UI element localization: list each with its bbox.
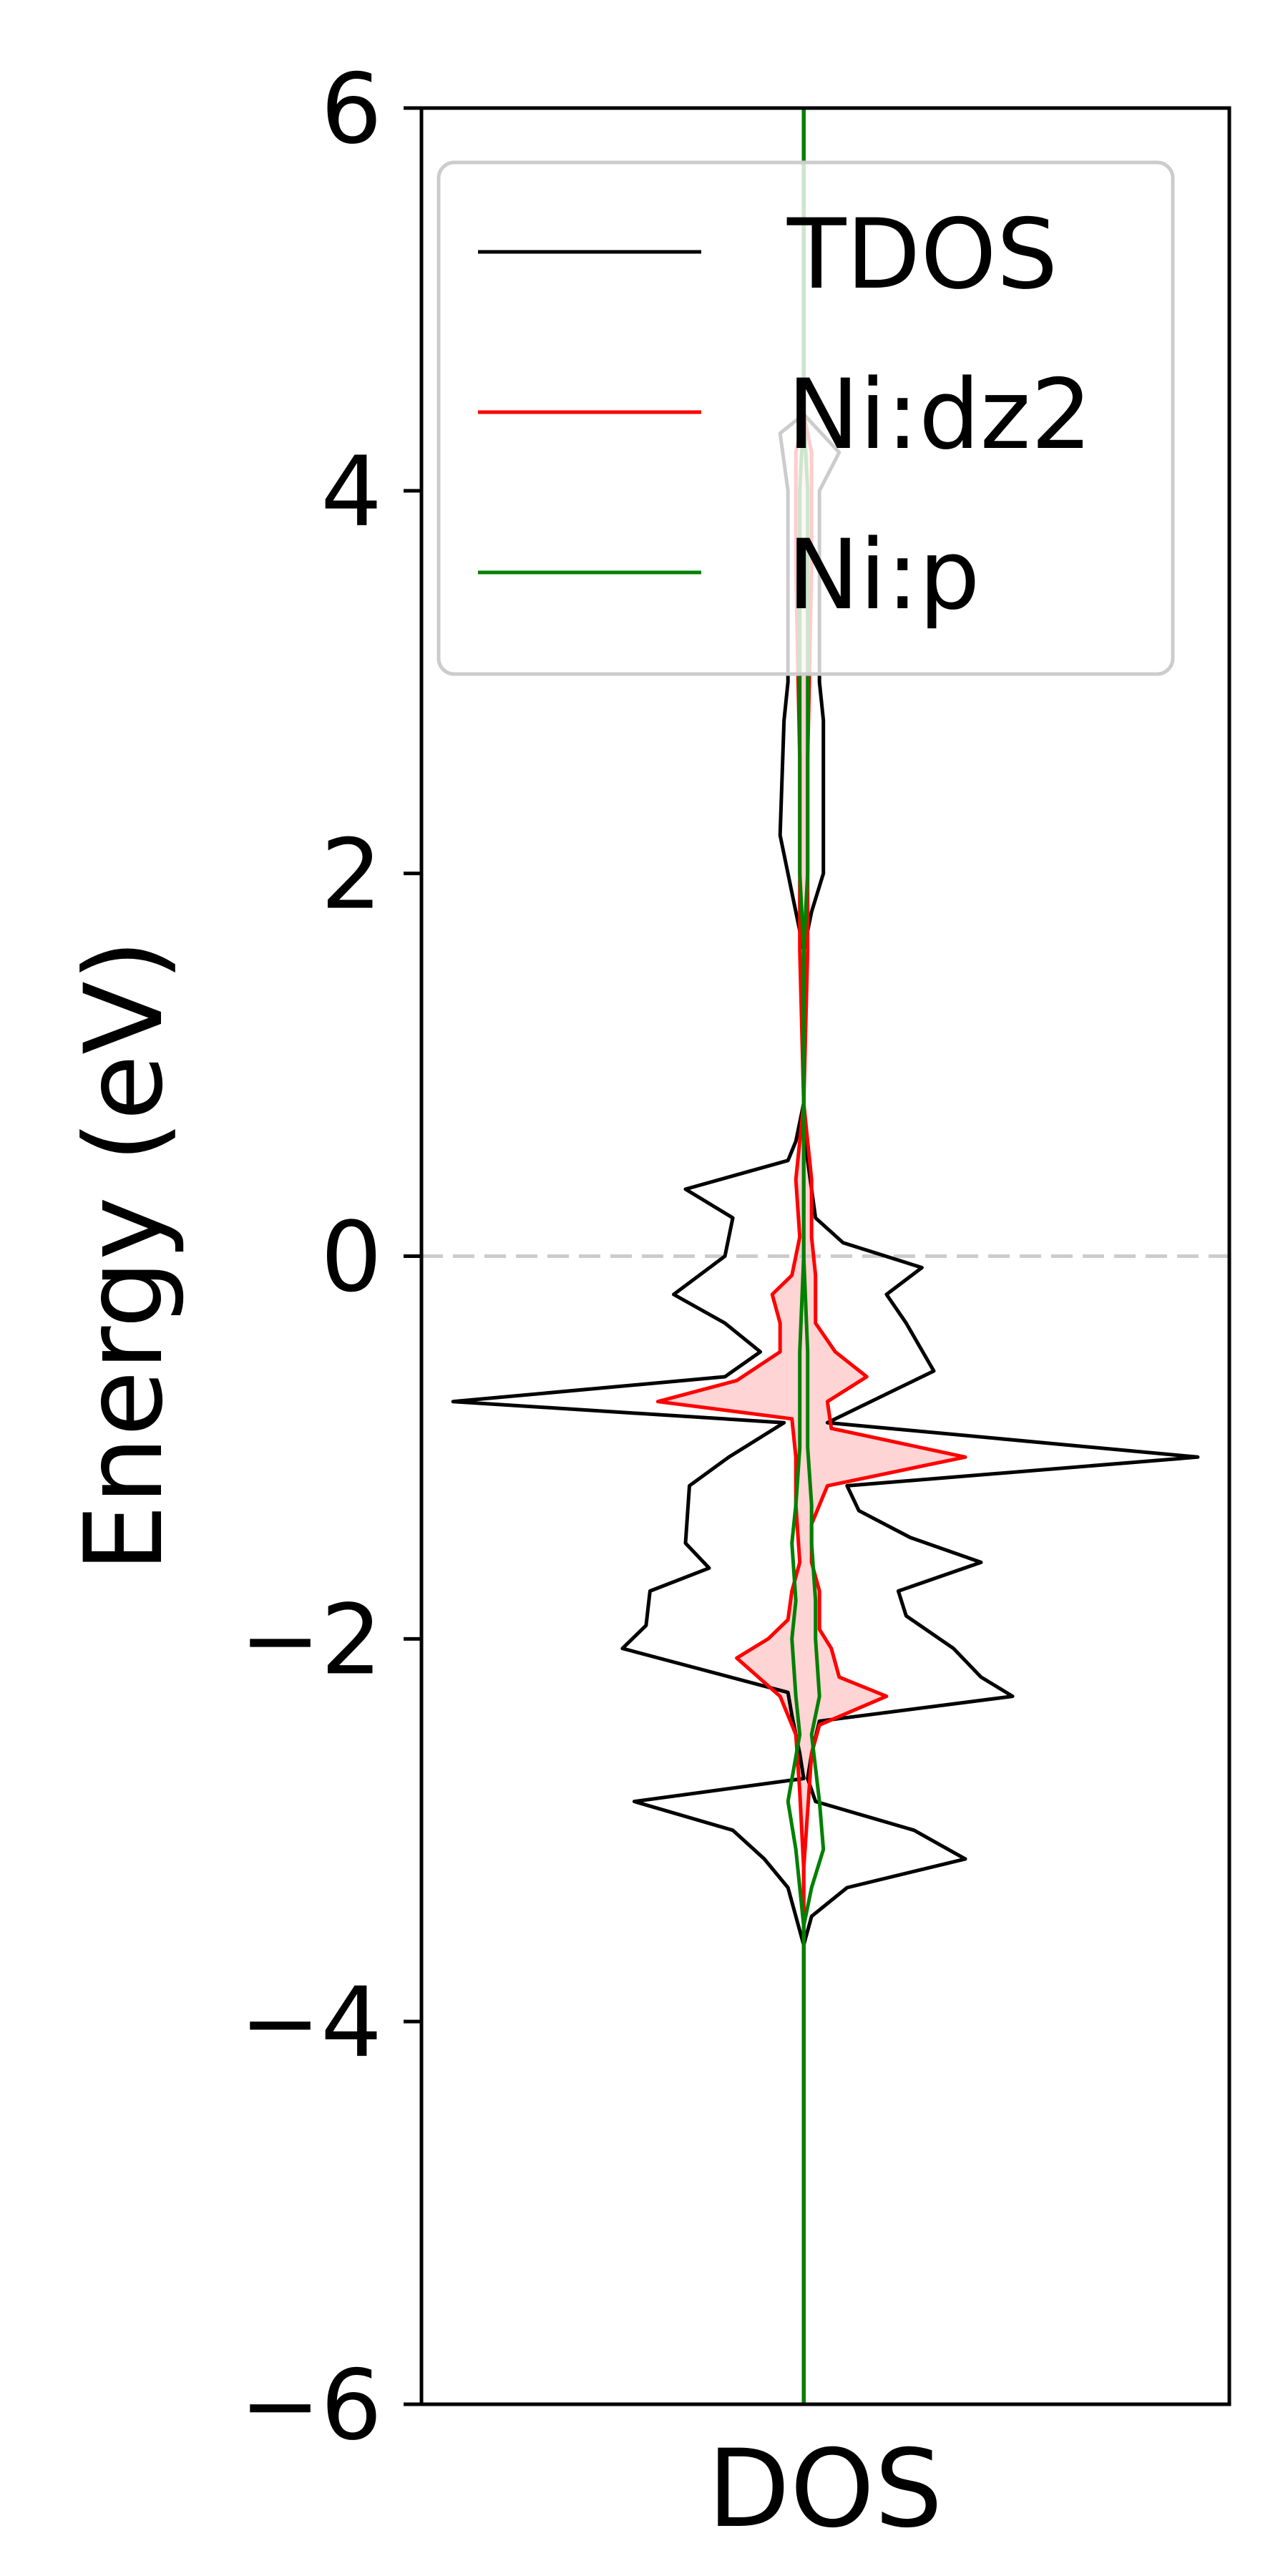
y-axis-ticks: −6 −4 −2 0 2 4 6 (240, 53, 421, 2462)
series-ni-p-down (801, 108, 826, 2404)
legend-label-ni-dz2: Ni:dz2 (787, 358, 1092, 471)
x-axis-label: DOS (708, 2427, 943, 2552)
legend: TDOS Ni:dz2 Ni:p (436, 160, 1175, 676)
y-tick-label: 6 (321, 53, 382, 165)
y-tick-label: −2 (240, 1584, 382, 1696)
series-lines-layer (451, 108, 1200, 2404)
legend-label-tdos: TDOS (786, 198, 1058, 311)
series-ni-p-up (786, 108, 806, 2404)
series-ni-dz2-down (801, 414, 967, 2404)
y-tick-label: −6 (240, 2349, 382, 2462)
ni-dz2-fill (658, 414, 965, 2404)
y-tick-label: −4 (240, 1966, 382, 2079)
legend-label-ni-p: Ni:p (787, 519, 980, 631)
y-tick-label: 4 (321, 436, 382, 548)
legend-box (436, 160, 1175, 676)
y-axis-label: Energy (eV) (62, 940, 187, 1573)
y-tick-label: 0 (321, 1201, 382, 1314)
series-tdos-up (451, 108, 806, 2404)
y-tick-label: 2 (321, 819, 382, 931)
series-tdos-down (801, 108, 1200, 2404)
dz2-fill-layer (658, 414, 965, 2404)
